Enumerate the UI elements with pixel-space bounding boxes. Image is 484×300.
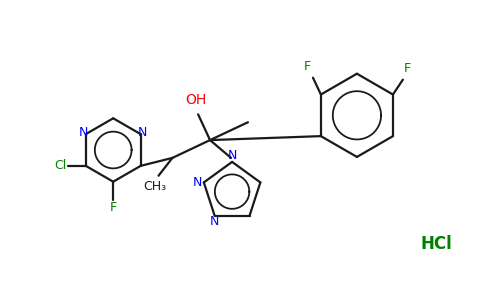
Text: N: N <box>210 215 219 228</box>
Text: OH: OH <box>185 94 207 107</box>
Text: N: N <box>138 126 147 139</box>
Text: N: N <box>193 176 203 189</box>
Text: N: N <box>227 149 237 162</box>
Text: F: F <box>110 201 117 214</box>
Text: F: F <box>303 60 311 73</box>
Text: F: F <box>403 62 410 75</box>
Text: CH₃: CH₃ <box>143 180 166 193</box>
Text: HCl: HCl <box>420 235 452 253</box>
Text: Cl: Cl <box>54 159 66 172</box>
Text: N: N <box>79 126 89 139</box>
